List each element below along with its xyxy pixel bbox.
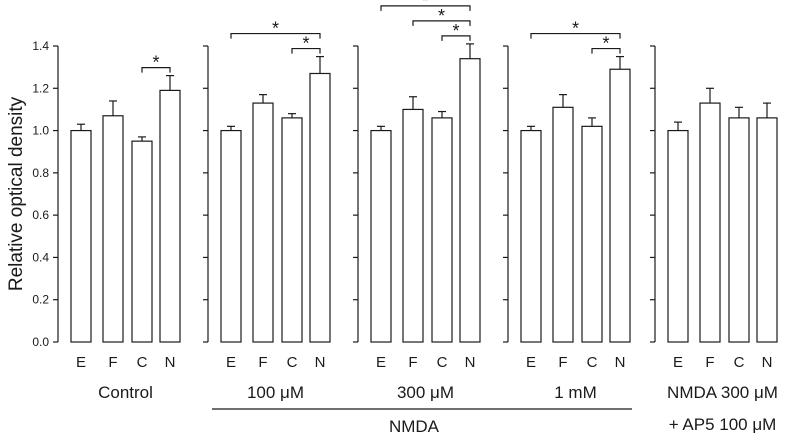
panel-3-bar-F <box>552 106 574 343</box>
panel-4-category-label-N: N <box>762 354 773 371</box>
panel-0-significance-star-0: * <box>152 53 159 73</box>
y-tick-label-4: 0.8 <box>32 166 49 180</box>
panel-2-bar-C <box>431 117 453 343</box>
panel-1-significance-bracket-0 <box>291 47 321 54</box>
panel-0-bar-N <box>159 89 181 343</box>
y-tick-label-6: 1.2 <box>32 81 49 95</box>
panel-1-bar-E <box>220 129 242 343</box>
panel-2-bar-F <box>402 108 424 343</box>
panel-1-significance-star-0: * <box>302 34 309 54</box>
panel-3-bar-N <box>609 68 631 343</box>
panel-4-category-label-F: F <box>705 354 714 371</box>
panel-0-category-label-C: C <box>137 354 148 371</box>
panel-4-label: NMDA 300 μM <box>667 383 778 402</box>
panel-3: E F C N 1 mM * * <box>503 19 631 402</box>
y-tick-label-7: 1.4 <box>32 39 49 53</box>
nmda-bracket-label: NMDA <box>389 417 440 436</box>
panel-0-bar-C <box>131 140 153 343</box>
y-tick-label-2: 0.4 <box>32 250 49 264</box>
panel-1-label: 100 μM <box>247 383 304 402</box>
panel-3-category-label-E: E <box>526 354 536 371</box>
panel-2-label: 300 μM <box>397 383 454 402</box>
panel-4: E F C N NMDA 300 μM + AP5 100 μM <box>650 45 778 434</box>
panel-0-significance-bracket-0 <box>141 67 171 73</box>
panel-4-bar-C <box>728 117 750 343</box>
y-tick-label-5: 1.0 <box>32 124 49 138</box>
panel-2-significance-star-0: * <box>452 21 459 41</box>
panel-4-bar-E <box>667 129 689 343</box>
panel-4-label-line2: + AP5 100 μM <box>669 415 777 434</box>
panel-4-category-label-C: C <box>734 354 745 371</box>
panel-4-bar-N <box>756 117 778 343</box>
panel-1-category-label-N: N <box>315 354 326 371</box>
panel-3-category-label-N: N <box>615 354 626 371</box>
panel-0-category-label-N: N <box>165 354 176 371</box>
panel-3-significance-star-1: * <box>572 19 579 39</box>
panel-0-bar-E <box>70 129 92 343</box>
y-tick-labels: 0.0 0.2 0.4 0.6 0.8 1.0 1.2 1.4 <box>32 39 49 349</box>
panel-2-significance-bracket-0 <box>441 35 471 41</box>
panel-1-significance-bracket-1 <box>230 32 321 39</box>
panel-3-bar-C <box>581 125 603 343</box>
panel-1-category-label-C: C <box>287 354 298 371</box>
y-axis-label: Relative optical density <box>6 96 27 291</box>
y-tick-label-3: 0.6 <box>32 208 49 222</box>
panel-3-category-label-C: C <box>587 354 598 371</box>
panel-3-category-label-F: F <box>558 354 567 371</box>
panel-0-bar-F <box>102 115 124 343</box>
panel-2-significance-star-1: * <box>438 6 445 26</box>
panel-4-bar-F <box>699 102 721 343</box>
panel-1: E F C N 100 μM * * <box>203 19 331 402</box>
panel-2-significance-star-2: * <box>422 0 429 11</box>
panel-2-category-label-F: F <box>408 354 417 371</box>
panel-2-category-label-C: C <box>437 354 448 371</box>
panel-2-significance-bracket-2 <box>380 5 471 11</box>
panel-1-category-label-F: F <box>258 354 267 371</box>
y-tick-label-0: 0.0 <box>32 335 49 349</box>
panel-0-label: Control <box>98 383 153 402</box>
panel-3-significance-bracket-0 <box>591 47 621 54</box>
panel-2-category-label-E: E <box>376 354 386 371</box>
panel-1-bar-N <box>309 72 331 343</box>
panel-2-bar-N <box>459 58 481 343</box>
panel-0-category-label-E: E <box>76 354 86 371</box>
panel-3-label: 1 mM <box>554 383 597 402</box>
y-tick-label-1: 0.2 <box>32 293 49 307</box>
panel-1-category-label-E: E <box>226 354 236 371</box>
panel-3-significance-star-0: * <box>602 34 609 54</box>
panel-2-category-label-N: N <box>465 354 476 371</box>
panel-1-bar-F <box>252 102 274 343</box>
panel-1-bar-C <box>281 117 303 343</box>
panel-0: E F C N Control * <box>53 45 181 402</box>
panel-0-category-label-F: F <box>108 354 117 371</box>
panel-2: E F C N 300 μM * * * <box>353 0 481 402</box>
panel-3-significance-bracket-1 <box>530 32 621 39</box>
panel-2-significance-bracket-1 <box>412 20 471 26</box>
panel-2-bar-E <box>370 129 392 343</box>
panel-4-category-label-E: E <box>673 354 683 371</box>
panel-1-significance-star-1: * <box>272 19 279 39</box>
panel-3-bar-E <box>520 129 542 343</box>
